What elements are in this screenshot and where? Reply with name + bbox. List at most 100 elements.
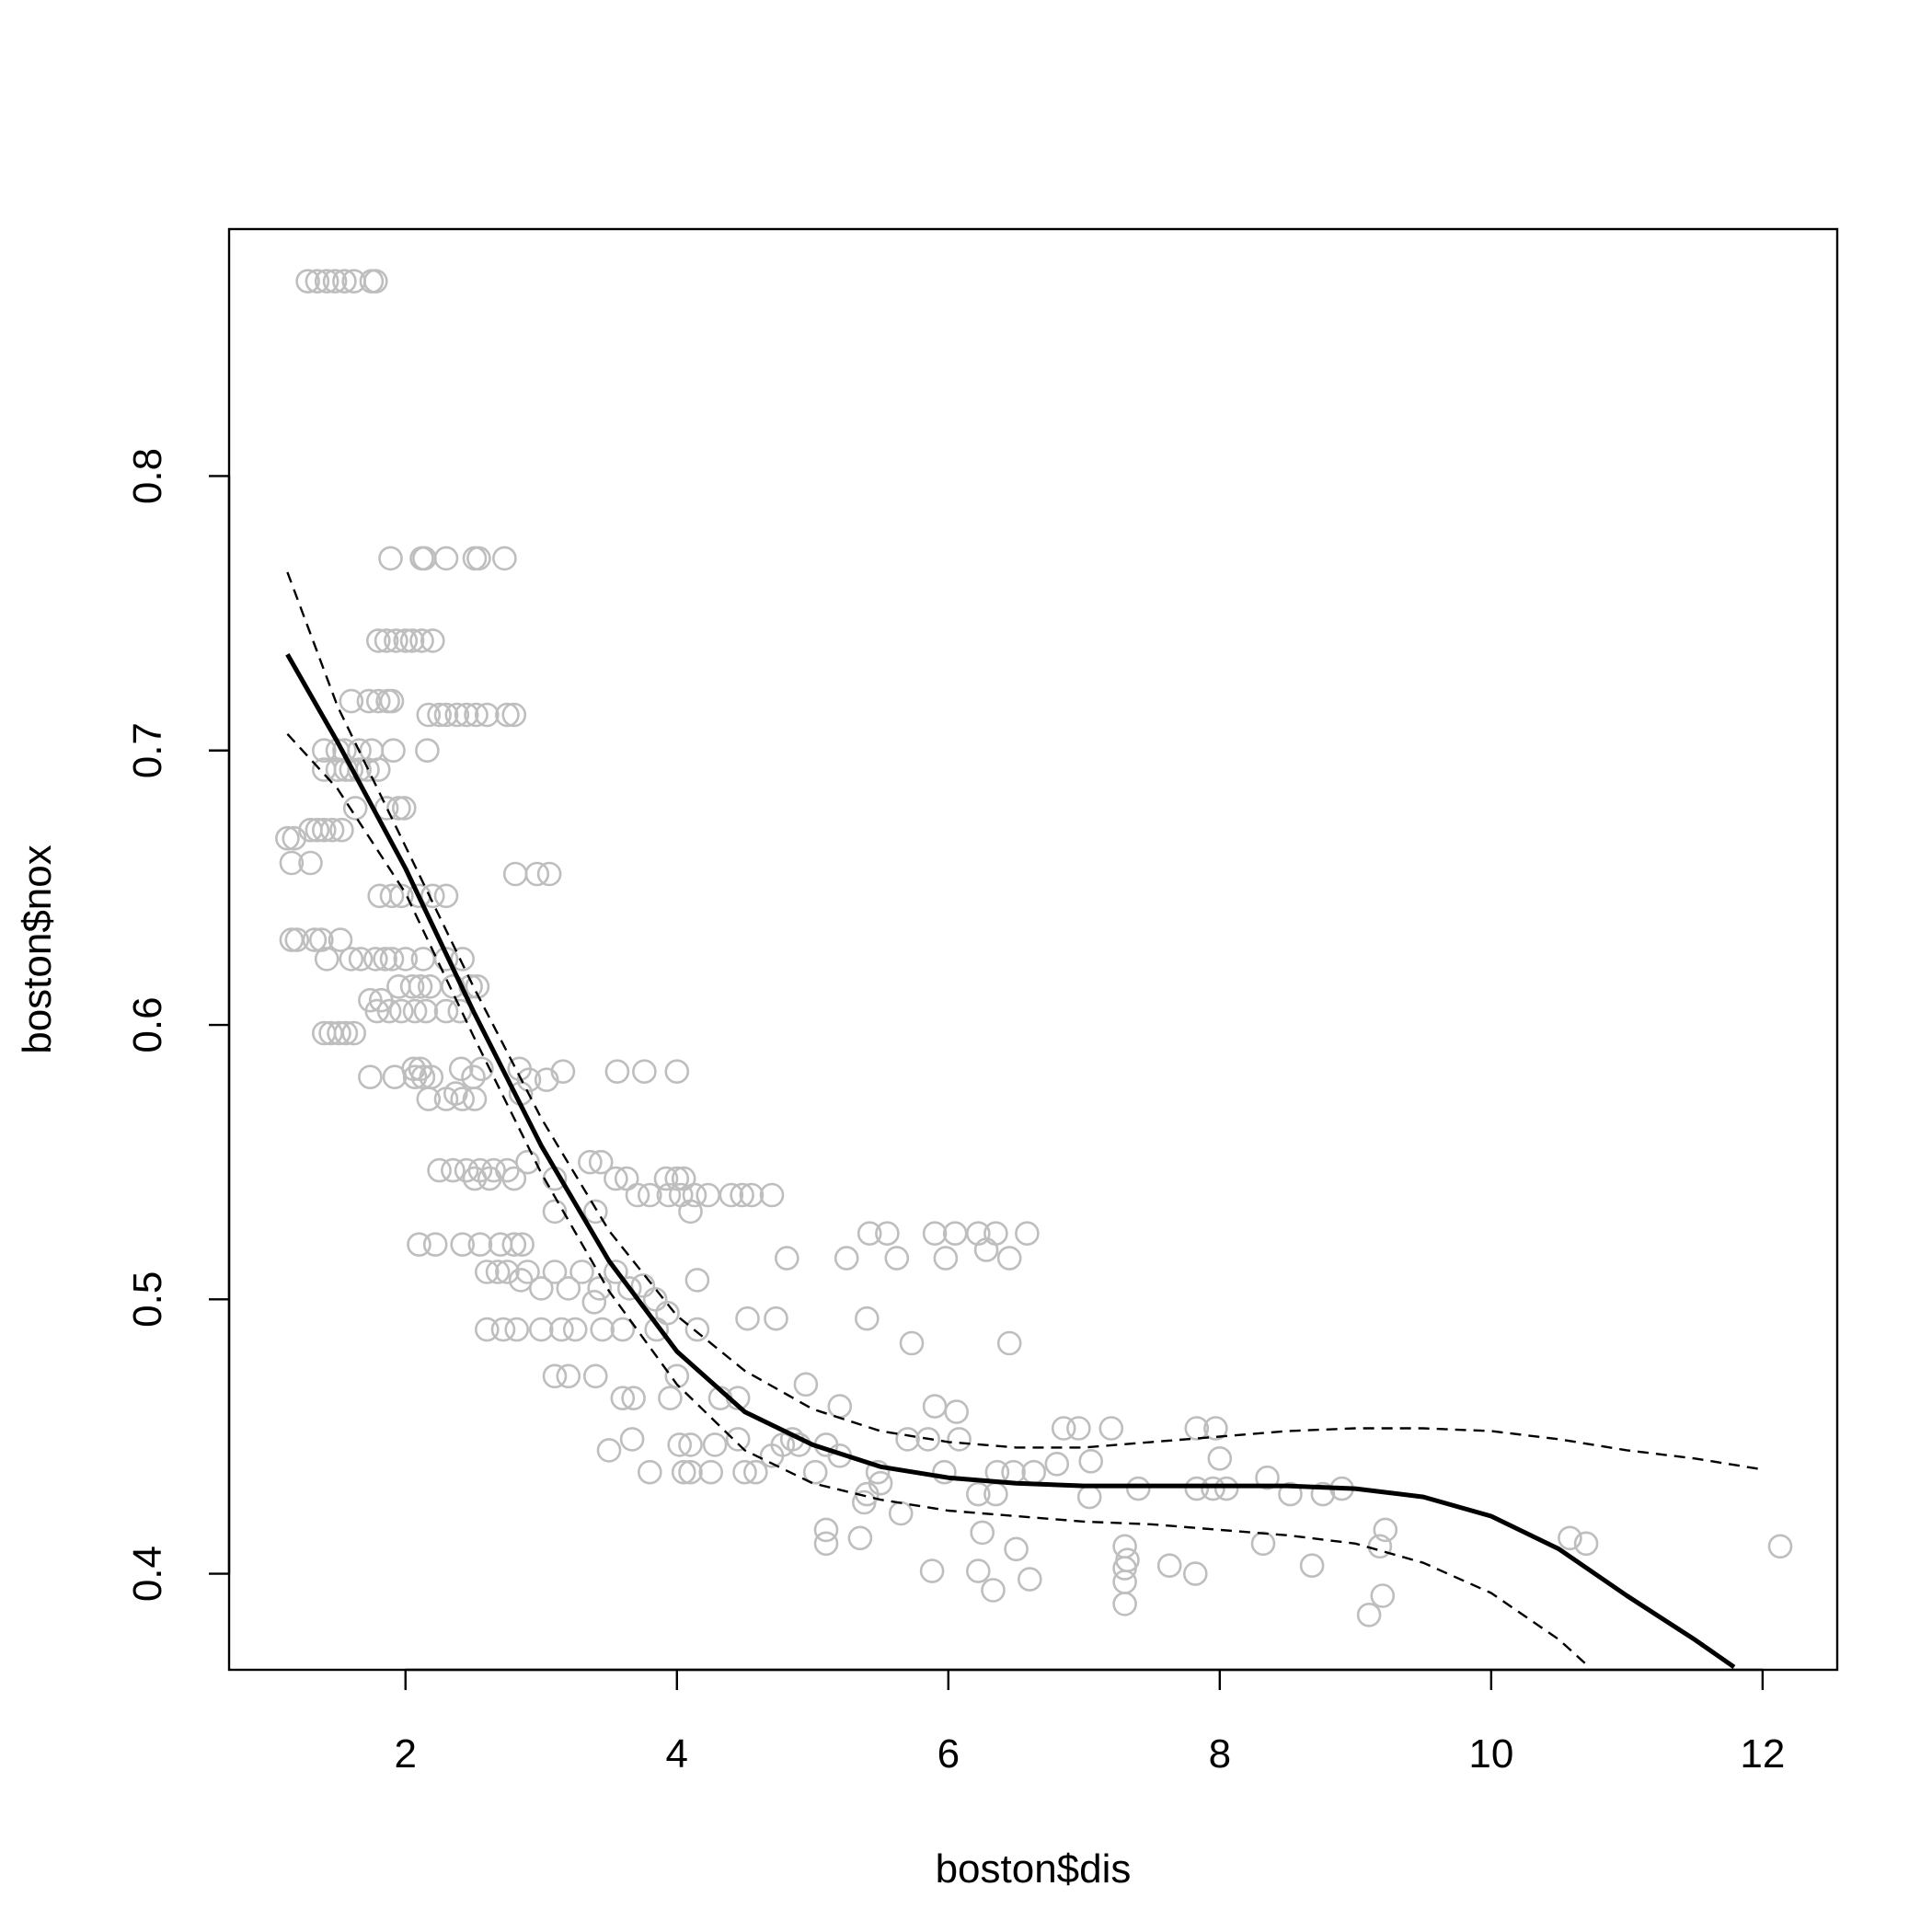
data-point bbox=[416, 1087, 442, 1111]
x-tick-label: 8 bbox=[1209, 1731, 1231, 1777]
data-point bbox=[895, 1427, 920, 1452]
data-point bbox=[932, 1459, 957, 1485]
data-point bbox=[504, 1317, 530, 1342]
data-point bbox=[1213, 1476, 1239, 1501]
data-point bbox=[474, 702, 500, 728]
data-point bbox=[1015, 1221, 1040, 1246]
data-point bbox=[516, 1067, 542, 1092]
data-point bbox=[536, 861, 562, 887]
data-point bbox=[653, 1166, 679, 1191]
data-point bbox=[327, 1020, 351, 1046]
data-point bbox=[275, 825, 300, 851]
x-tick-label: 2 bbox=[395, 1731, 417, 1777]
data-point bbox=[621, 1386, 646, 1410]
data-point bbox=[664, 1166, 690, 1191]
data-point bbox=[379, 947, 405, 972]
data-point bbox=[1112, 1556, 1137, 1581]
data-point bbox=[469, 1056, 494, 1082]
data-point bbox=[464, 702, 489, 728]
data-point bbox=[1066, 1416, 1091, 1441]
data-point bbox=[664, 1059, 690, 1084]
data-point bbox=[302, 927, 328, 952]
upper-band-line bbox=[286, 571, 1764, 1471]
fit-lines bbox=[285, 571, 1764, 1670]
data-point bbox=[604, 1259, 628, 1284]
data-point bbox=[399, 628, 425, 653]
data-point bbox=[348, 947, 374, 972]
data-point bbox=[490, 1317, 516, 1342]
data-point bbox=[847, 1525, 873, 1551]
data-point bbox=[922, 1221, 948, 1246]
data-point bbox=[637, 1182, 662, 1208]
data-point bbox=[407, 1232, 431, 1257]
data-point bbox=[465, 974, 490, 999]
data-point bbox=[305, 269, 330, 294]
data-point bbox=[588, 1149, 614, 1175]
data-point bbox=[793, 1372, 819, 1397]
y-axis: 0.4 0.5 0.6 0.7 0.8 bbox=[125, 448, 231, 1602]
data-point bbox=[739, 1182, 765, 1208]
data-point bbox=[433, 998, 459, 1024]
data-point bbox=[899, 1330, 925, 1356]
data-point bbox=[983, 1221, 1008, 1246]
data-point bbox=[562, 1317, 588, 1342]
data-point bbox=[644, 1317, 670, 1342]
data-point bbox=[488, 1232, 513, 1257]
data-point bbox=[454, 1157, 479, 1183]
data-point bbox=[508, 1268, 534, 1293]
data-point bbox=[279, 850, 305, 876]
data-point bbox=[433, 546, 459, 571]
data-point bbox=[413, 998, 439, 1024]
data-point bbox=[355, 757, 380, 782]
data-point bbox=[382, 1064, 408, 1089]
data-point bbox=[365, 628, 391, 653]
data-point bbox=[1044, 1452, 1070, 1477]
data-point bbox=[433, 702, 459, 728]
data-point bbox=[462, 1166, 488, 1191]
data-point bbox=[1373, 1517, 1398, 1543]
data-point bbox=[409, 628, 434, 653]
data-point bbox=[298, 850, 323, 876]
data-point bbox=[973, 1237, 999, 1262]
data-point bbox=[813, 1517, 839, 1543]
data-point bbox=[402, 1064, 428, 1089]
data-point bbox=[427, 702, 452, 728]
data-point bbox=[996, 1330, 1022, 1356]
data-point bbox=[587, 1276, 613, 1301]
data-point bbox=[420, 628, 445, 653]
data-point bbox=[454, 702, 479, 728]
y-tick-label: 0.8 bbox=[125, 448, 170, 504]
data-point bbox=[947, 1427, 972, 1452]
data-point bbox=[515, 1259, 540, 1284]
data-point bbox=[1250, 1531, 1276, 1557]
data-point bbox=[332, 269, 357, 294]
data-point bbox=[524, 861, 550, 887]
data-point bbox=[667, 1432, 693, 1457]
data-point bbox=[857, 1221, 882, 1246]
data-point bbox=[725, 1427, 751, 1452]
data-point bbox=[1207, 1446, 1233, 1471]
data-point bbox=[678, 1199, 703, 1225]
data-point bbox=[444, 702, 470, 728]
data-point bbox=[630, 1273, 656, 1298]
data-point bbox=[393, 628, 419, 653]
data-point bbox=[1112, 1570, 1137, 1594]
data-point bbox=[915, 1427, 941, 1452]
data-point bbox=[604, 1059, 630, 1084]
data-point bbox=[391, 796, 417, 821]
data-point bbox=[443, 1081, 468, 1106]
data-point bbox=[328, 927, 353, 952]
data-point bbox=[1310, 1481, 1336, 1507]
data-point bbox=[966, 1221, 991, 1246]
data-point bbox=[376, 998, 402, 1024]
data-point bbox=[502, 861, 528, 887]
data-point bbox=[625, 1182, 650, 1208]
x-axis: 2 4 6 8 10 12 bbox=[395, 1668, 1785, 1777]
data-point bbox=[834, 1246, 859, 1271]
data-point bbox=[702, 1432, 728, 1457]
data-point bbox=[996, 1246, 1022, 1271]
data-point bbox=[408, 974, 433, 999]
x-tick-label: 12 bbox=[1740, 1731, 1785, 1777]
data-point bbox=[450, 947, 476, 972]
data-point bbox=[339, 947, 364, 972]
